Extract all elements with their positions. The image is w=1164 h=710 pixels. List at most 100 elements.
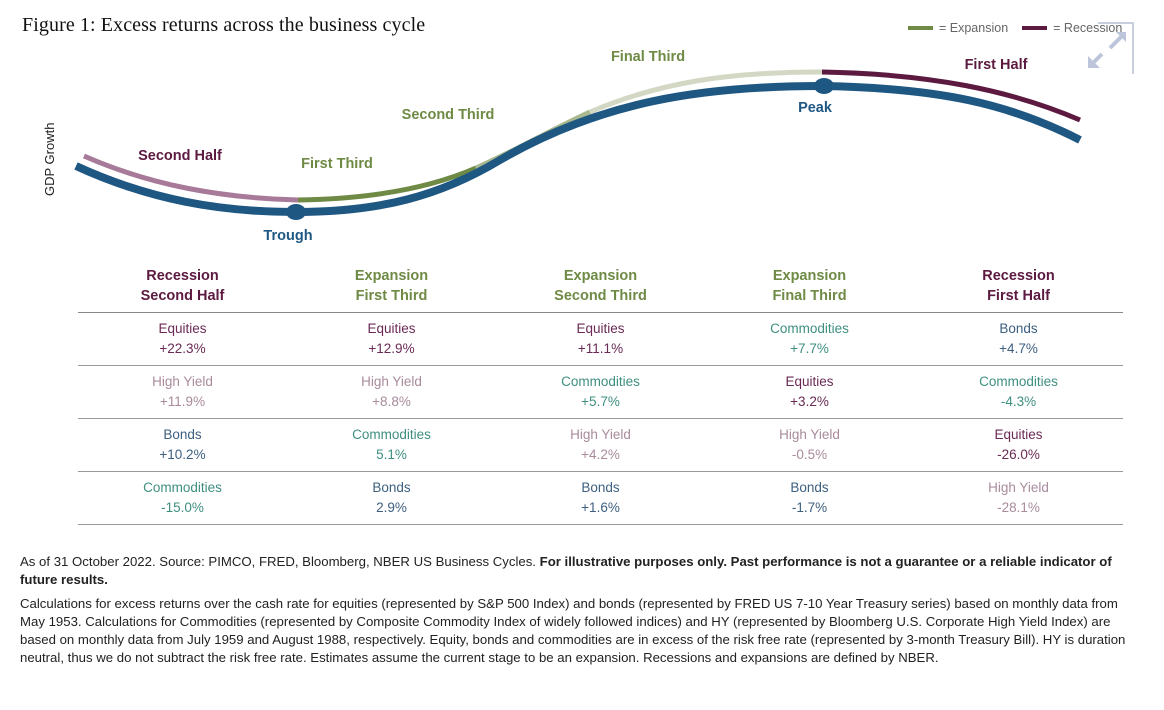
legend-label-expansion: = Expansion	[939, 21, 1009, 35]
table-cell: Equities +12.9%	[287, 313, 496, 365]
asset-return: +22.3%	[159, 341, 206, 356]
table-cell: High Yield -28.1%	[914, 472, 1123, 524]
table-cell: Commodities -4.3%	[914, 366, 1123, 418]
table-cell: Equities +3.2%	[705, 366, 914, 418]
table-cell: Equities -26.0%	[914, 419, 1123, 471]
label-second-third: Second Third	[402, 107, 495, 123]
table-cell: Commodities -15.0%	[78, 472, 287, 524]
column-stage: First Third	[355, 288, 428, 304]
asset-return: +11.1%	[577, 341, 624, 356]
asset-name: Equities	[785, 374, 834, 389]
column-header: Expansion First Third	[287, 264, 496, 312]
trough-marker	[286, 204, 306, 220]
asset-return: +1.6%	[581, 500, 620, 515]
asset-return: +4.7%	[999, 341, 1038, 356]
footnote-source: As of 31 October 2022. Source: PIMCO, FR…	[20, 553, 1140, 589]
business-cycle-diagram: Second Half First Third Second Third Fin…	[74, 49, 1082, 244]
footnote: As of 31 October 2022. Source: PIMCO, FR…	[20, 553, 1140, 673]
asset-return: +12.9%	[368, 341, 415, 356]
asset-return: -4.3%	[1000, 394, 1037, 409]
asset-name: High Yield	[152, 374, 213, 389]
legend: = Expansion = Recession	[908, 21, 1136, 35]
column-header: Expansion Second Third	[496, 264, 705, 312]
table-row: Equities +22.3% Equities +12.9% Equities +11.…	[78, 313, 1123, 366]
table-cell: Commodities +7.7%	[705, 313, 914, 365]
label-final-third: Final Third	[611, 49, 685, 65]
asset-name: Commodities	[770, 321, 849, 336]
asset-name: Bonds	[163, 427, 202, 442]
asset-return: -28.1%	[997, 500, 1040, 515]
resize-collapse-icon[interactable]	[1084, 26, 1130, 72]
asset-return: -26.0%	[997, 447, 1040, 462]
asset-name: Equities	[576, 321, 625, 336]
segment-recession-second-half	[82, 153, 299, 203]
table-cell: High Yield +4.2%	[496, 419, 705, 471]
table-cell: Bonds -1.7%	[705, 472, 914, 524]
column-stage: Second Half	[140, 288, 225, 304]
column-phase: Recession	[146, 268, 219, 284]
table-header: Recession Second Half Expansion First Third…	[78, 264, 1123, 313]
column-stage: Final Third	[772, 288, 847, 304]
table-cell: Commodities +5.7%	[496, 366, 705, 418]
segment-recession-first-half	[821, 69, 1081, 123]
asset-return: +4.2%	[581, 447, 620, 462]
corner-frame	[1098, 22, 1134, 74]
segment-expansion-final-third	[589, 69, 823, 115]
legend-label-recession: = Recession	[1053, 21, 1123, 35]
table-cell: Bonds +4.7%	[914, 313, 1123, 365]
asset-return: +7.7%	[790, 341, 829, 356]
table-cell: High Yield +11.9%	[78, 366, 287, 418]
gdp-growth-curve	[74, 81, 1082, 217]
table-body: Equities +22.3% Equities +12.9% Equities +11.…	[78, 313, 1123, 525]
asset-name: High Yield	[570, 427, 631, 442]
label-first-half: First Half	[965, 57, 1028, 73]
legend-item-expansion: = Expansion	[908, 21, 1008, 35]
table-cell: Equities +11.1%	[496, 313, 705, 365]
asset-return: +5.7%	[581, 394, 620, 409]
table-row: Commodities -15.0% Bonds 2.9% Bonds +1.6% Bond…	[78, 472, 1123, 525]
asset-return: +8.8%	[372, 394, 411, 409]
table-cell: Bonds +1.6%	[496, 472, 705, 524]
table-cell: Bonds +10.2%	[78, 419, 287, 471]
column-phase: Recession	[982, 268, 1055, 284]
legend-item-recession: = Recession	[1022, 21, 1122, 35]
asset-name: Bonds	[581, 480, 620, 495]
asset-name: Commodities	[561, 374, 640, 389]
asset-name: Equities	[158, 321, 207, 336]
label-second-half: Second Half	[138, 148, 222, 164]
asset-return: 5.1%	[376, 447, 407, 462]
asset-name: Commodities	[352, 427, 431, 442]
asset-name: High Yield	[361, 374, 422, 389]
footnote-methodology: Calculations for excess returns over the…	[20, 596, 1126, 665]
asset-name: High Yield	[779, 427, 840, 442]
column-phase: Expansion	[563, 268, 638, 284]
asset-name: Commodities	[143, 480, 222, 495]
column-header: Expansion Final Third	[705, 264, 914, 312]
column-header: Recession First Half	[914, 264, 1123, 312]
column-phase: Expansion	[354, 268, 429, 284]
figure-title: Figure 1: Excess returns across the busi…	[22, 14, 426, 36]
table-row: High Yield +11.9% High Yield +8.8% Commoditi…	[78, 366, 1123, 419]
asset-return: +11.9%	[159, 394, 206, 409]
asset-return: -15.0%	[161, 500, 204, 515]
table-cell: High Yield +8.8%	[287, 366, 496, 418]
asset-name: Bonds	[372, 480, 411, 495]
asset-name: High Yield	[988, 480, 1049, 495]
asset-return: +3.2%	[790, 394, 829, 409]
column-header: Recession Second Half	[78, 264, 287, 312]
asset-name: Bonds	[790, 480, 829, 495]
column-stage: Second Third	[554, 288, 647, 304]
column-phase: Expansion	[772, 268, 847, 284]
returns-table: Recession Second Half Expansion First Third…	[78, 264, 1123, 525]
asset-name: Equities	[367, 321, 416, 336]
label-trough: Trough	[263, 228, 312, 244]
asset-name: Commodities	[979, 374, 1058, 389]
table-cell: Equities +22.3%	[78, 313, 287, 365]
asset-name: Bonds	[999, 321, 1038, 336]
asset-name: Equities	[994, 427, 1043, 442]
table-cell: High Yield -0.5%	[705, 419, 914, 471]
peak-marker	[814, 78, 834, 94]
segment-expansion-first-third	[297, 165, 477, 203]
table-row: Bonds +10.2% Commodities 5.1% High Yield +4.2…	[78, 419, 1123, 472]
footnote-source-text: As of 31 October 2022. Source: PIMCO, FR…	[20, 554, 540, 569]
